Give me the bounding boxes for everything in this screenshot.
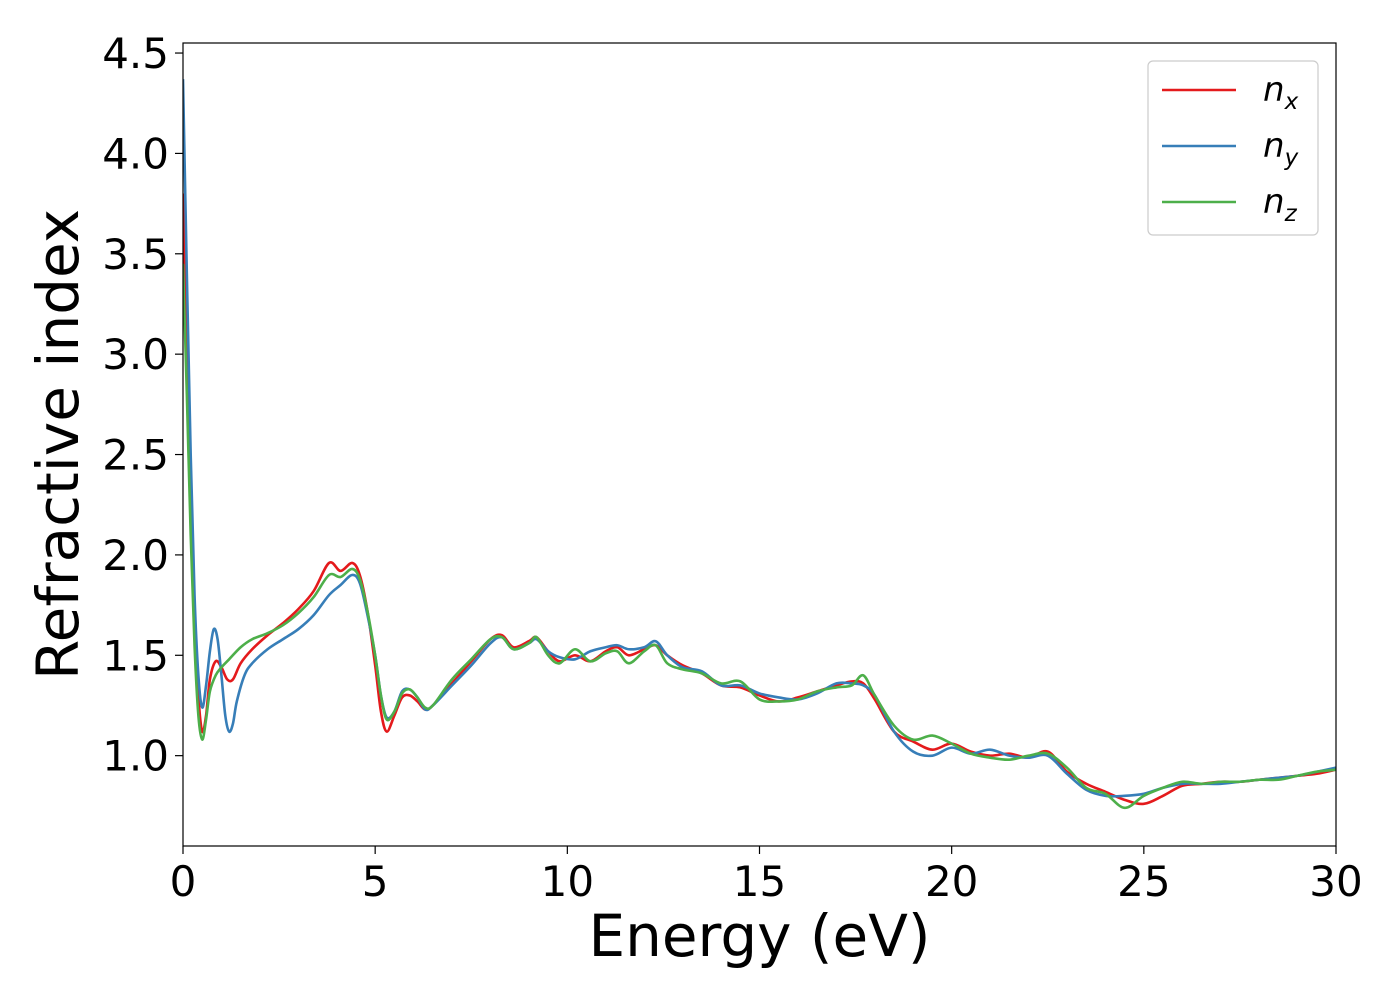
x-tick-label: 0 — [170, 857, 197, 906]
x-tick-label: 25 — [1117, 857, 1170, 906]
series-line-z — [183, 263, 1336, 810]
series-line-y — [183, 79, 1336, 798]
x-tick-label: 30 — [1309, 857, 1362, 906]
legend-label-x: nx — [1263, 70, 1299, 115]
y-tick-label: 3.0 — [102, 330, 169, 379]
series-layer — [183, 79, 1336, 810]
legend: nx ny nz — [1147, 60, 1319, 236]
x-tick-label: 5 — [362, 857, 389, 906]
x-axis-label: Energy (eV) — [588, 902, 930, 970]
y-tick-label: 2.5 — [102, 431, 169, 480]
y-axis: 1.0 1.5 2.0 2.5 3.0 3.5 4.0 4.5 — [102, 29, 183, 781]
y-tick-label: 1.5 — [102, 631, 169, 680]
y-axis-label: Refractive index — [24, 209, 92, 680]
y-tick-label: 4.5 — [102, 29, 169, 78]
x-tick-label: 10 — [541, 857, 594, 906]
x-tick-label: 15 — [733, 857, 786, 906]
plot-background — [183, 43, 1336, 846]
legend-box — [1147, 60, 1319, 236]
y-tick-label: 4.0 — [102, 129, 169, 178]
legend-label-y: ny — [1263, 126, 1299, 171]
x-tick-label: 20 — [925, 857, 978, 906]
y-tick-label: 2.0 — [102, 531, 169, 580]
legend-label-z: nz — [1263, 182, 1298, 227]
y-tick-label: 3.5 — [102, 230, 169, 279]
y-tick-label: 1.0 — [102, 732, 169, 781]
x-axis: 0 5 10 15 20 25 30 — [170, 846, 1363, 906]
